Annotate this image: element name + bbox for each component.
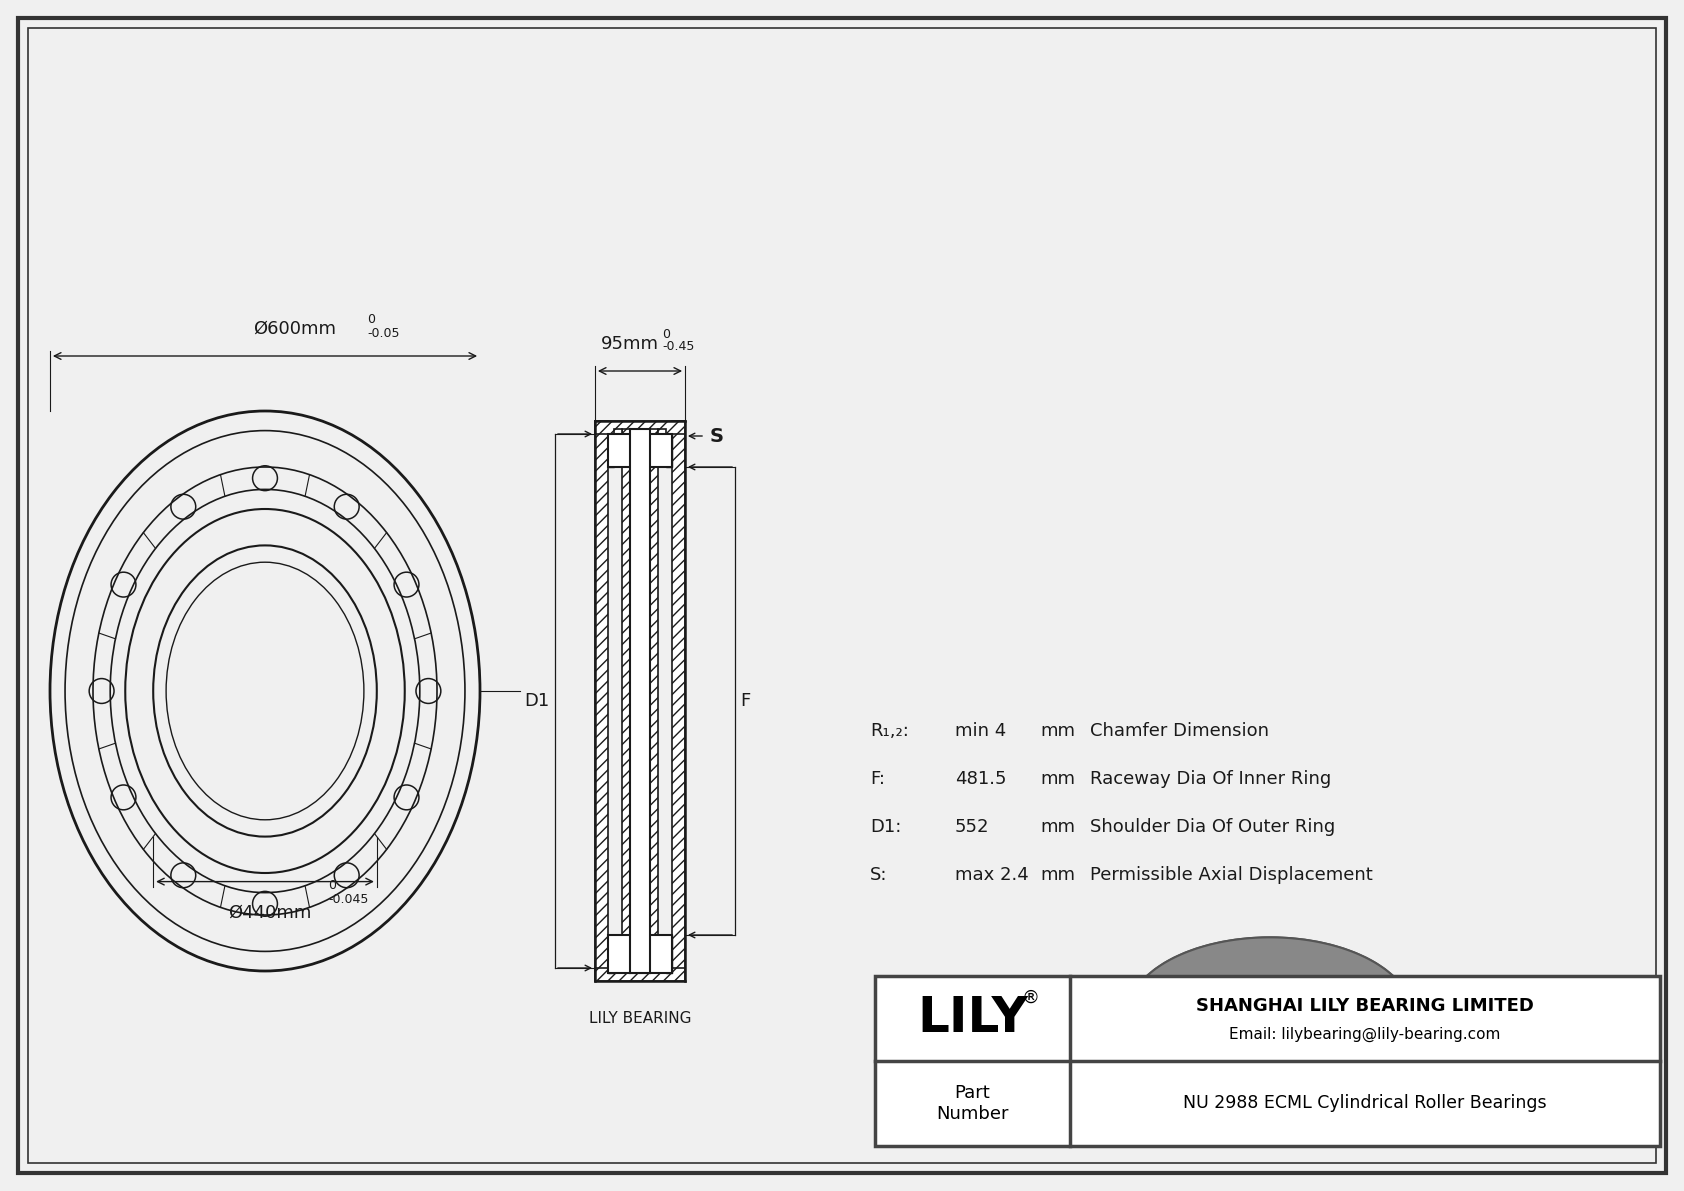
Bar (608, 434, 672, 467)
Text: 552: 552 (955, 818, 990, 836)
Text: R₂: R₂ (642, 436, 655, 449)
Bar (608, 935, 672, 973)
Text: 0: 0 (328, 879, 337, 892)
Bar (658, 935, 665, 973)
Bar (650, 429, 658, 973)
Text: R₁: R₁ (648, 449, 662, 462)
Text: S:: S: (871, 866, 887, 884)
Bar (621, 429, 630, 973)
Ellipse shape (1184, 1017, 1356, 1049)
Bar (672, 420, 685, 981)
Bar (615, 935, 621, 973)
Bar (608, 935, 615, 973)
Text: -0.45: -0.45 (662, 339, 694, 353)
Text: Ø440mm: Ø440mm (229, 904, 312, 922)
Text: Raceway Dia Of Inner Ring: Raceway Dia Of Inner Ring (1090, 771, 1332, 788)
Text: R₁,₂:: R₁,₂: (871, 722, 909, 740)
Text: min 4: min 4 (955, 722, 1007, 740)
Text: -0.05: -0.05 (367, 328, 399, 339)
Ellipse shape (1202, 979, 1337, 1053)
Text: 0: 0 (367, 313, 376, 326)
Text: S: S (711, 426, 724, 445)
Text: 95mm: 95mm (601, 335, 658, 353)
Text: Email: lilybearing@lily-bearing.com: Email: lilybearing@lily-bearing.com (1229, 1027, 1500, 1042)
Text: F:: F: (871, 771, 886, 788)
Text: LILY BEARING: LILY BEARING (589, 1011, 690, 1025)
Bar (665, 434, 672, 467)
Bar (594, 420, 608, 981)
Text: LILY: LILY (918, 994, 1027, 1042)
Bar (594, 420, 685, 434)
Bar (615, 429, 621, 467)
Ellipse shape (1202, 979, 1337, 1053)
Bar (630, 429, 650, 973)
Bar (665, 935, 672, 973)
Bar (594, 968, 685, 981)
Text: Ø600mm: Ø600mm (254, 320, 337, 338)
Text: NU 2988 ECML Cylindrical Roller Bearings: NU 2988 ECML Cylindrical Roller Bearings (1184, 1095, 1548, 1112)
Polygon shape (1127, 937, 1413, 1095)
Text: SHANGHAI LILY BEARING LIMITED: SHANGHAI LILY BEARING LIMITED (1196, 997, 1534, 1015)
Text: mm: mm (1041, 818, 1074, 836)
Text: F: F (739, 692, 751, 710)
Text: mm: mm (1041, 722, 1074, 740)
Bar (608, 434, 615, 467)
Text: Shoulder Dia Of Outer Ring: Shoulder Dia Of Outer Ring (1090, 818, 1335, 836)
Text: Part
Number: Part Number (936, 1084, 1009, 1123)
Bar (876, 975, 1660, 1146)
Text: max 2.4: max 2.4 (955, 866, 1029, 884)
Text: 481.5: 481.5 (955, 771, 1007, 788)
Bar (658, 429, 665, 467)
Ellipse shape (1127, 937, 1413, 1095)
Text: mm: mm (1041, 771, 1074, 788)
Text: 0: 0 (662, 328, 670, 341)
Text: Permissible Axial Displacement: Permissible Axial Displacement (1090, 866, 1372, 884)
Text: D1: D1 (525, 692, 551, 710)
Text: D1:: D1: (871, 818, 901, 836)
Text: mm: mm (1041, 866, 1074, 884)
Text: ®: ® (1022, 989, 1039, 1008)
Text: Chamfer Dimension: Chamfer Dimension (1090, 722, 1270, 740)
Text: -0.045: -0.045 (328, 892, 369, 905)
